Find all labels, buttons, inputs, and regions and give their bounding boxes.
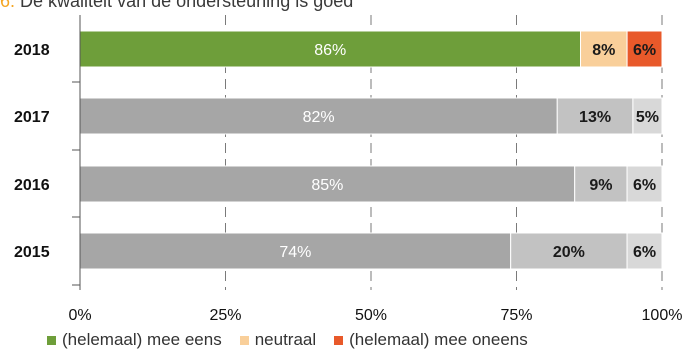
x-tick-label: 100% [642, 307, 683, 324]
data-label: 6% [633, 244, 656, 261]
category-label: 2018 [14, 42, 50, 59]
data-label: 5% [636, 109, 659, 126]
legend-swatch [334, 335, 344, 345]
title-number: 6. [0, 0, 16, 11]
bar-segment [580, 30, 628, 68]
bar-segment [79, 165, 576, 203]
data-label: 6% [633, 177, 656, 194]
data-label: 74% [279, 244, 311, 261]
chart-title: 6. De kwaliteit van de ondersteuning is … [0, 0, 353, 12]
legend-label: (helemaal) mee oneens [349, 330, 528, 349]
x-tick-label: 0% [68, 307, 91, 324]
bar-segment [510, 232, 628, 270]
data-label: 20% [553, 244, 585, 261]
bar-segment [79, 232, 512, 270]
legend-label: (helemaal) mee eens [62, 330, 222, 349]
axes: 2018 2017 2016 2015 0% 25% 50% 75% 100% [14, 15, 682, 324]
legend-swatch [47, 335, 56, 345]
bar-segment [626, 30, 663, 68]
bar-segment [626, 232, 663, 270]
legend-swatch [239, 335, 249, 345]
category-label: 2017 [14, 109, 50, 126]
category-label: 2015 [14, 244, 50, 261]
bar-segment [632, 97, 663, 135]
legend-item: (helemaal) mee oneens [334, 330, 528, 350]
bar-segment [574, 165, 628, 203]
x-tick-label: 75% [500, 307, 532, 324]
bar-segment [79, 30, 582, 68]
data-label: 8% [592, 42, 615, 59]
data-label: 9% [589, 177, 612, 194]
data-label: 82% [303, 109, 335, 126]
legend-label: neutraal [254, 330, 317, 349]
bar-segment [626, 165, 663, 203]
category-label: 2016 [14, 177, 50, 194]
data-label: 13% [579, 109, 611, 126]
legend-item: (helemaal) mee eens [47, 330, 222, 350]
data-label: 85% [311, 177, 343, 194]
x-tick-label: 50% [355, 307, 387, 324]
legend: (helemaal) mee eens neutraal (helemaal) me… [47, 330, 528, 350]
stacked-bar-chart: 86% 8% 6%82% 13% 5%85% 9% 6%74% 20% 6% 201820172… [14, 15, 682, 324]
x-tick-label: 25% [209, 307, 241, 324]
bar-segment [556, 97, 634, 135]
bars: 86% 8% 6% 82% 13% 5% 85% 9% 6% 74% 20% 6% [79, 30, 663, 270]
title-text: De kwaliteit van de ondersteuning is goe… [20, 0, 354, 11]
legend-item: neutraal [239, 330, 317, 350]
data-label: 86% [314, 42, 346, 59]
data-label: 6% [633, 42, 656, 59]
